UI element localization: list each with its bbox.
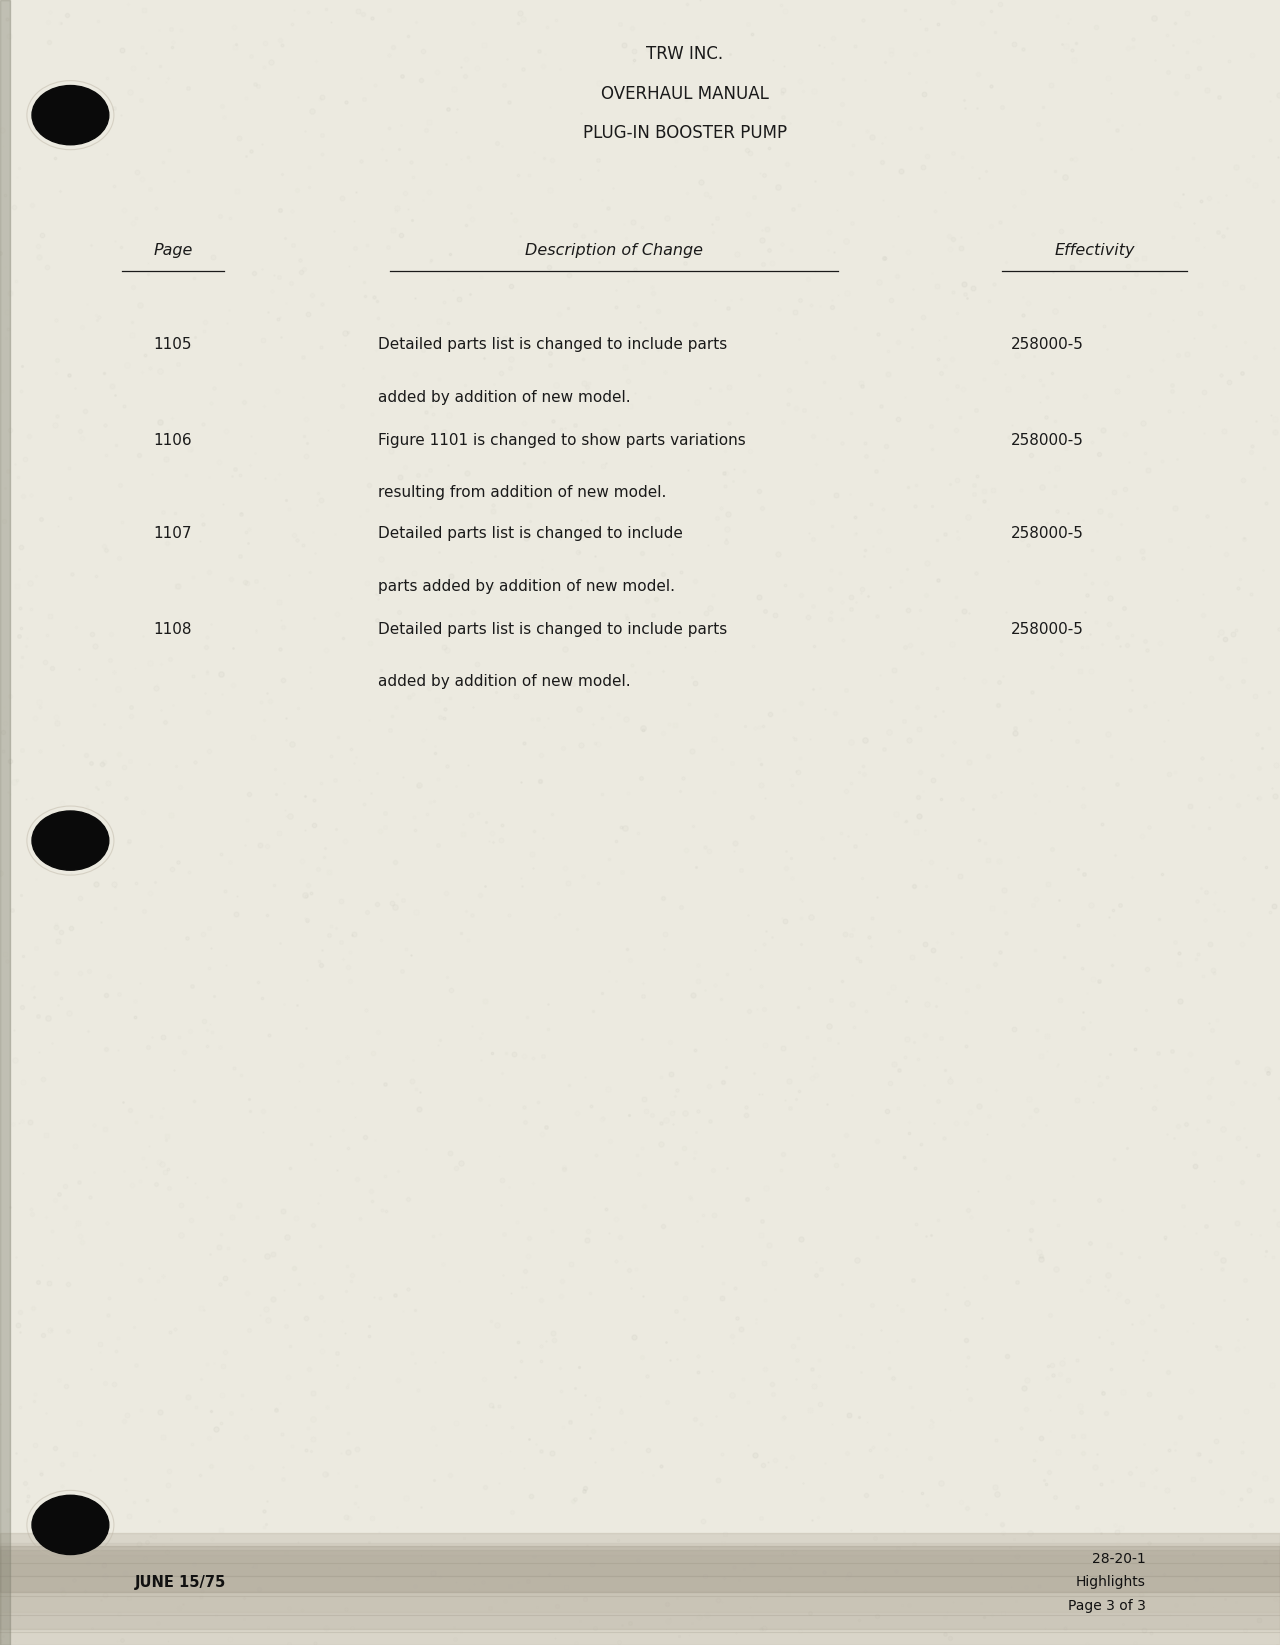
Bar — [0, 0, 10, 1645]
Text: Detailed parts list is changed to include parts: Detailed parts list is changed to includ… — [378, 622, 727, 637]
Text: Page: Page — [154, 243, 192, 258]
Text: 1105: 1105 — [154, 337, 192, 352]
Bar — [0, 1555, 1280, 1612]
Text: Description of Change: Description of Change — [525, 243, 704, 258]
Text: resulting from addition of new model.: resulting from addition of new model. — [378, 485, 666, 500]
Bar — [0, 1543, 1280, 1576]
Text: added by addition of new model.: added by addition of new model. — [378, 390, 630, 405]
Text: added by addition of new model.: added by addition of new model. — [378, 674, 630, 689]
Text: 258000-5: 258000-5 — [1011, 337, 1084, 352]
Text: 258000-5: 258000-5 — [1011, 526, 1084, 541]
Text: Page 3 of 3: Page 3 of 3 — [1068, 1599, 1146, 1612]
Bar — [0, 1533, 1280, 1645]
Text: 258000-5: 258000-5 — [1011, 622, 1084, 637]
Text: JUNE 15/75: JUNE 15/75 — [134, 1574, 225, 1591]
Ellipse shape — [32, 1495, 109, 1555]
Text: TRW INC.: TRW INC. — [646, 46, 723, 63]
Text: 1107: 1107 — [154, 526, 192, 541]
Bar — [0, 1550, 1280, 1629]
Text: Detailed parts list is changed to include parts: Detailed parts list is changed to includ… — [378, 337, 727, 352]
Text: Effectivity: Effectivity — [1055, 243, 1134, 258]
Text: Highlights: Highlights — [1075, 1576, 1146, 1589]
Text: Detailed parts list is changed to include: Detailed parts list is changed to includ… — [378, 526, 682, 541]
Bar — [0, 1546, 1280, 1592]
Text: 1108: 1108 — [154, 622, 192, 637]
Ellipse shape — [32, 811, 109, 870]
Text: PLUG-IN BOOSTER PUMP: PLUG-IN BOOSTER PUMP — [582, 125, 787, 141]
Text: OVERHAUL MANUAL: OVERHAUL MANUAL — [600, 86, 769, 102]
Text: 1106: 1106 — [154, 433, 192, 447]
Text: parts added by addition of new model.: parts added by addition of new model. — [378, 579, 675, 594]
Text: 258000-5: 258000-5 — [1011, 433, 1084, 447]
Ellipse shape — [32, 86, 109, 145]
Text: 28-20-1: 28-20-1 — [1092, 1553, 1146, 1566]
Text: Figure 1101 is changed to show parts variations: Figure 1101 is changed to show parts var… — [378, 433, 745, 447]
